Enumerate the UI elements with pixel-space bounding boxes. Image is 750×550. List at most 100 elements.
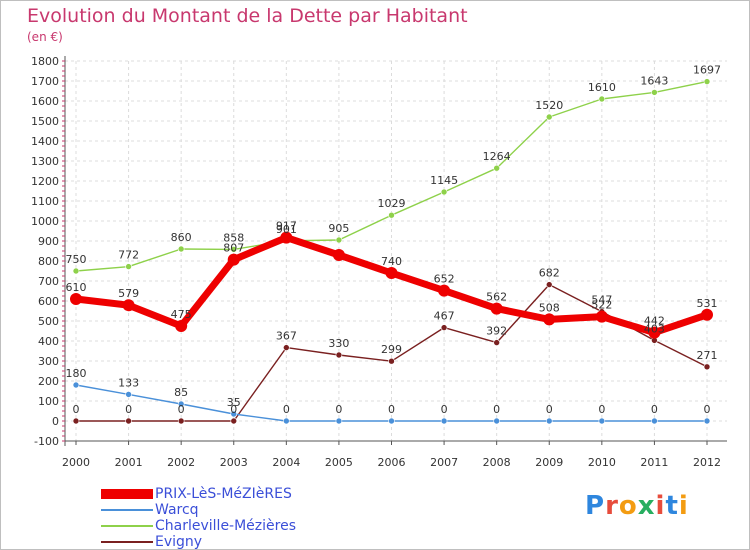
data-point: [598, 95, 606, 103]
data-point: [545, 281, 553, 288]
data-point: [122, 299, 135, 312]
data-label: 475: [171, 308, 192, 321]
logo-letter: i: [678, 491, 689, 521]
data-label: 807: [223, 242, 244, 255]
data-point: [545, 113, 553, 121]
y-tick-label: 300: [38, 355, 59, 368]
y-tick-label: 1400: [31, 135, 59, 148]
y-tick-label: 1300: [31, 155, 59, 168]
data-label: 330: [328, 337, 349, 350]
x-tick-label: 2008: [483, 456, 511, 469]
data-label: 442: [644, 315, 665, 328]
data-label: 299: [381, 343, 402, 356]
y-tick-label: 600: [38, 295, 59, 308]
logo-letter: t: [665, 491, 679, 521]
proxiti-logo: Proxiti: [585, 491, 689, 521]
data-label: 740: [381, 255, 402, 268]
data-point: [175, 320, 188, 332]
data-point: [651, 417, 658, 425]
data-label: 772: [118, 249, 139, 262]
x-tick-label: 2009: [535, 456, 563, 469]
data-point: [493, 417, 500, 425]
data-point: [283, 344, 290, 351]
data-point: [438, 284, 451, 297]
data-label: 917: [276, 220, 297, 233]
y-tick-label: 0: [52, 415, 59, 428]
data-point: [280, 231, 293, 244]
data-point: [230, 246, 238, 253]
data-point: [703, 363, 711, 371]
data-label: 0: [125, 403, 132, 416]
data-point: [335, 351, 343, 359]
data-label: 750: [66, 253, 87, 266]
legend-swatch-evigny: [101, 541, 153, 543]
legend: PRIX-LèS-MéZIèRES Warcq Charleville-Mézi…: [101, 486, 296, 550]
data-point: [388, 357, 395, 365]
y-tick-label: 400: [38, 335, 59, 348]
data-point: [703, 417, 711, 425]
data-point: [598, 417, 606, 425]
data-label: 0: [441, 403, 448, 416]
legend-swatch-prix: [101, 489, 153, 499]
data-label: 403: [644, 322, 665, 335]
data-label: 0: [73, 403, 80, 416]
data-label: 271: [697, 349, 718, 362]
x-tick-label: 2007: [430, 456, 458, 469]
data-point: [545, 417, 553, 425]
data-label: 860: [171, 231, 192, 244]
x-tick-label: 2011: [640, 456, 668, 469]
y-tick-label: 700: [38, 275, 59, 288]
y-tick-label: 200: [38, 375, 59, 388]
data-point: [177, 417, 185, 425]
data-label: 1029: [378, 197, 406, 210]
legend-label-warcq: Warcq: [155, 502, 199, 518]
data-label: 1264: [483, 150, 511, 163]
data-point: [388, 417, 395, 425]
data-point: [385, 267, 398, 279]
data-label: 0: [388, 403, 395, 416]
data-label: 905: [328, 222, 349, 235]
data-label: 579: [118, 287, 139, 300]
y-tick-label: -100: [34, 435, 59, 448]
data-label: 1520: [535, 99, 563, 112]
x-tick-label: 2005: [325, 456, 353, 469]
data-label: 1697: [693, 64, 721, 77]
x-tick-label: 2003: [220, 456, 248, 469]
data-label: 180: [66, 367, 87, 380]
data-label: 522: [591, 299, 612, 312]
legend-item-evigny: Evigny: [101, 534, 296, 550]
y-tick-label: 1800: [31, 55, 59, 68]
x-tick-label: 2006: [378, 456, 406, 469]
chart-subtitle: (en €): [27, 30, 63, 44]
data-label: 858: [223, 231, 244, 244]
data-label: 610: [66, 281, 87, 294]
x-tick-label: 2010: [588, 456, 616, 469]
data-label: 0: [651, 403, 658, 416]
data-point: [493, 339, 500, 346]
data-point: [72, 417, 80, 425]
data-label: 508: [539, 301, 560, 314]
data-label: 0: [493, 403, 500, 416]
logo-letter: i: [655, 491, 666, 521]
data-point: [230, 410, 238, 418]
data-label: 0: [335, 403, 342, 416]
data-label: 0: [178, 403, 185, 416]
data-point: [701, 308, 713, 321]
data-label: 35: [227, 396, 241, 409]
y-tick-label: 800: [38, 255, 59, 268]
y-tick-label: 1700: [31, 75, 59, 88]
data-point: [70, 293, 82, 305]
logo-letter: x: [637, 491, 656, 521]
data-label: 0: [283, 403, 290, 416]
chart-title: Evolution du Montant de la Dette par Hab…: [27, 5, 468, 27]
data-point: [493, 164, 500, 172]
data-label: 392: [486, 325, 507, 338]
data-point: [543, 313, 556, 326]
data-point: [72, 381, 80, 389]
x-tick-label: 2002: [167, 456, 195, 469]
data-label: 652: [434, 273, 455, 286]
y-tick-label: 1600: [31, 95, 59, 108]
x-tick-label: 2001: [115, 456, 143, 469]
data-point: [125, 263, 132, 270]
